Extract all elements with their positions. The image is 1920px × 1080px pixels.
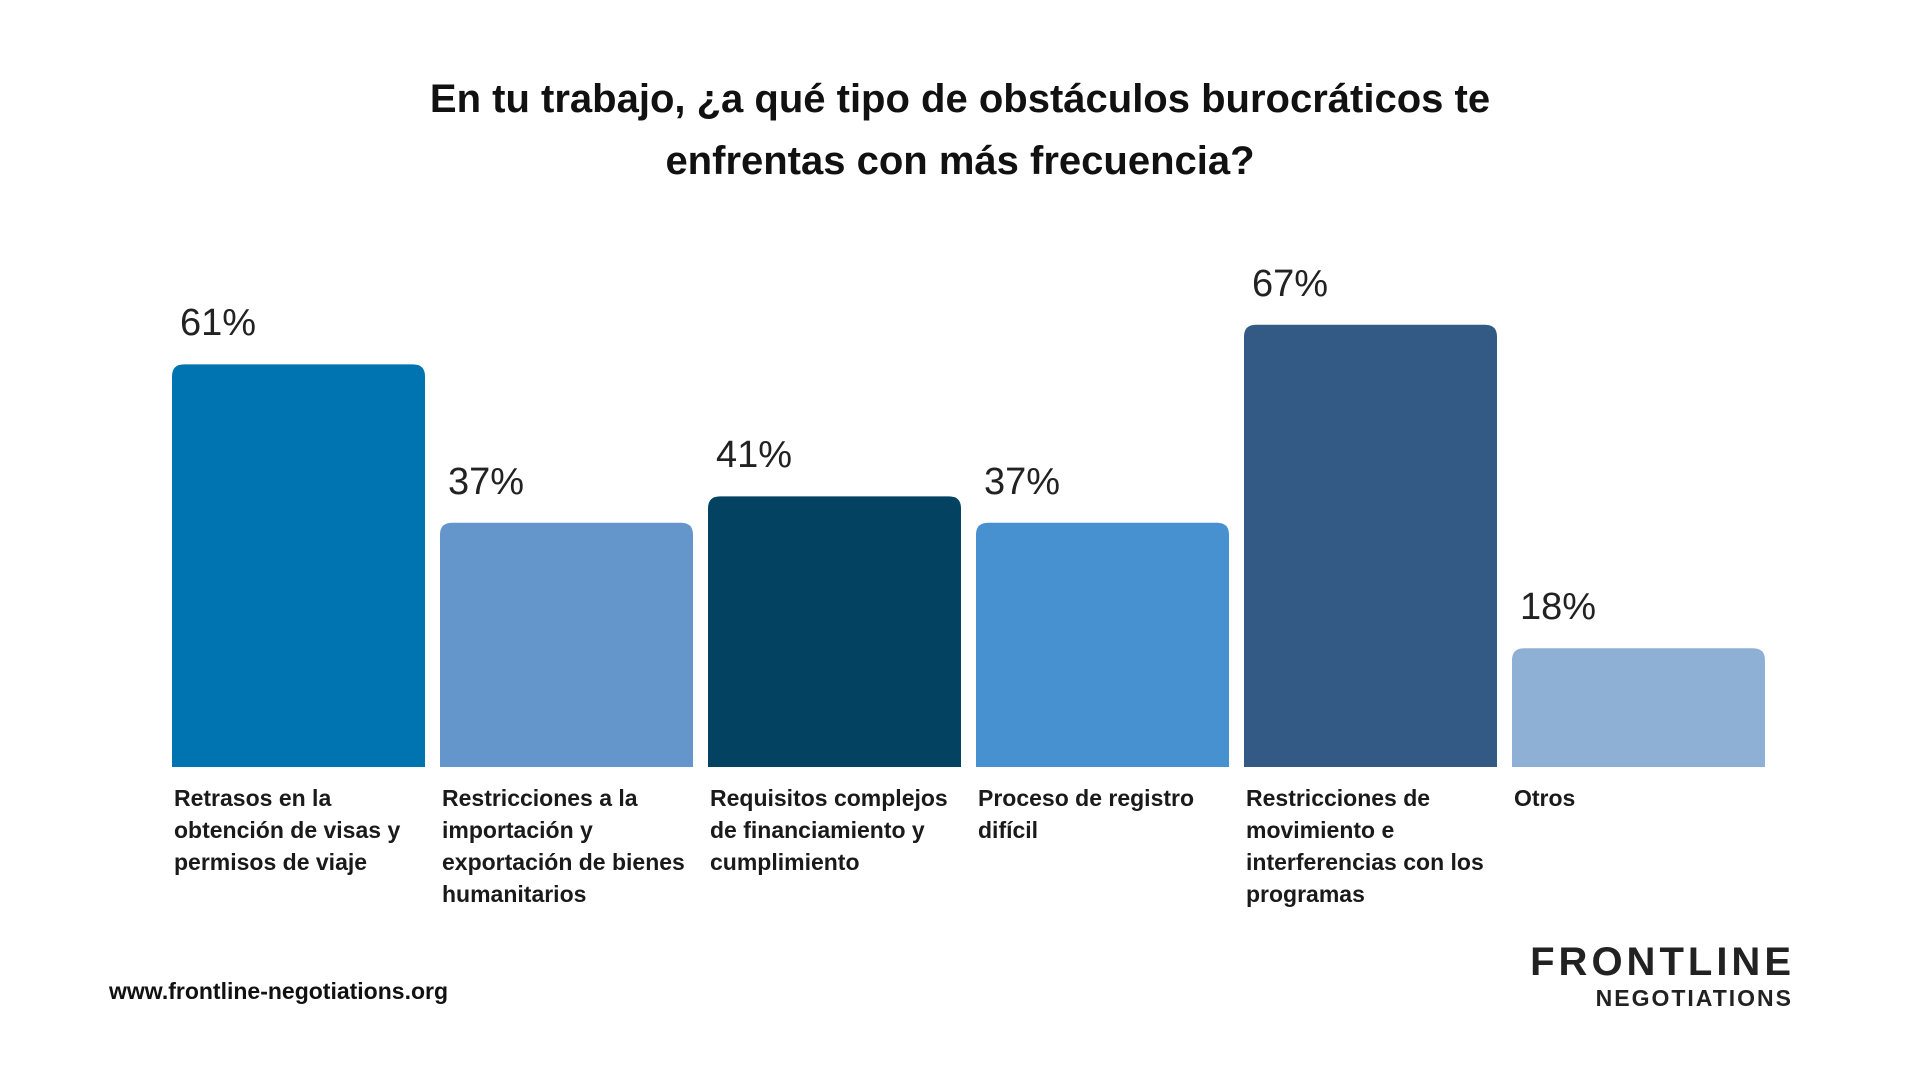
value-label: 67% (1252, 262, 1329, 305)
bar (976, 522, 1229, 767)
value-label: 41% (716, 434, 793, 477)
bar (1244, 324, 1497, 767)
value-label: 37% (984, 460, 1061, 503)
website-url: www.frontline-negotiations.org (109, 978, 449, 1004)
bar (172, 364, 425, 767)
category-label: Requisitos complejos de financiamiento y… (710, 785, 948, 875)
value-label: 18% (1520, 586, 1597, 629)
category-label: Restricciones a la importación y exporta… (442, 785, 685, 907)
value-label: 61% (180, 302, 257, 345)
category-label: Restricciones de movimiento e interferen… (1246, 785, 1484, 907)
logo-line: NEGOTIATIONS (1595, 985, 1793, 1011)
logo-line: FRONTLINE (1530, 940, 1795, 984)
bar (708, 496, 961, 767)
chart-title: En tu trabajo, ¿a qué tipo de obstáculos… (429, 77, 1491, 183)
category-label: Otros (1514, 785, 1576, 811)
category-label: Proceso de registro difícil (978, 785, 1195, 843)
value-label: 37% (448, 460, 525, 503)
bar (440, 522, 693, 767)
category-label: Retrasos en la obtención de visas y perm… (174, 785, 401, 875)
bar (1512, 648, 1765, 767)
